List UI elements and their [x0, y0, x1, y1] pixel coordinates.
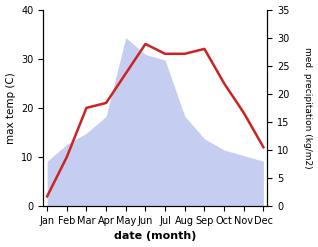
X-axis label: date (month): date (month) [114, 231, 197, 242]
Y-axis label: med. precipitation (kg/m2): med. precipitation (kg/m2) [303, 47, 313, 169]
Y-axis label: max temp (C): max temp (C) [5, 72, 16, 144]
